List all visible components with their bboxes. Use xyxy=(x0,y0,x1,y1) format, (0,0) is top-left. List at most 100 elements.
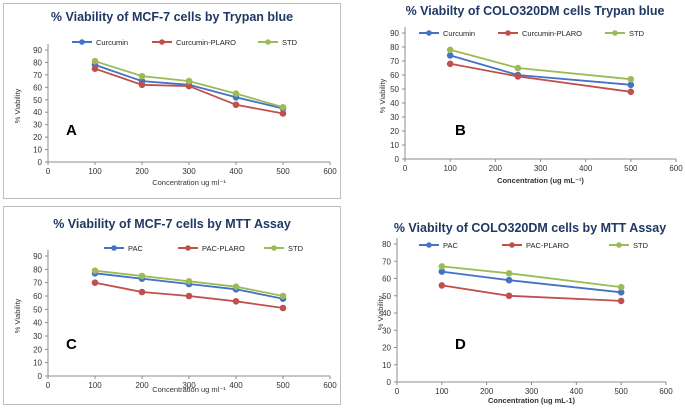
y-tick-label: 40 xyxy=(382,309,391,318)
data-point xyxy=(446,52,454,59)
x-tick-label: 100 xyxy=(88,381,102,390)
data-point xyxy=(627,81,635,89)
x-tick-label: 100 xyxy=(443,164,457,173)
legend-marker xyxy=(505,30,511,36)
y-tick-label: 80 xyxy=(390,43,399,52)
data-point xyxy=(232,283,240,290)
data-point xyxy=(617,297,625,305)
series-line-pac-plaro xyxy=(441,284,622,302)
legend-label: STD xyxy=(629,29,645,38)
x-tick-label: 500 xyxy=(276,381,290,390)
panel-letter: A xyxy=(66,122,77,139)
x-axis-label: Concentration ug ml⁻¹ xyxy=(152,385,226,394)
legend-label: STD xyxy=(633,241,649,250)
data-point xyxy=(438,282,446,289)
y-tick-label: 50 xyxy=(33,96,42,105)
legend-marker xyxy=(265,39,271,45)
data-point xyxy=(91,279,99,286)
data-point xyxy=(138,288,146,296)
x-tick-label: 100 xyxy=(435,387,449,396)
y-tick-label: 10 xyxy=(33,146,42,155)
chart-frame xyxy=(3,3,341,199)
y-tick-label: 70 xyxy=(33,71,42,80)
data-point xyxy=(505,270,513,277)
series-line-std xyxy=(449,48,631,81)
y-tick-label: 60 xyxy=(33,292,42,301)
legend-label: PAC xyxy=(128,244,143,253)
y-axis-label: % Viability xyxy=(376,296,385,331)
x-tick-label: 500 xyxy=(276,167,290,176)
data-point xyxy=(185,278,193,285)
x-tick-label: 500 xyxy=(624,164,638,173)
data-point xyxy=(138,72,146,80)
x-tick-label: 600 xyxy=(659,387,673,396)
y-tick-label: 30 xyxy=(33,332,42,341)
data-point xyxy=(138,81,146,89)
y-tick-label: 10 xyxy=(390,141,399,150)
y-axis-label: % Viability xyxy=(378,79,387,114)
legend-label: STD xyxy=(282,38,298,47)
data-point xyxy=(91,65,99,72)
legend-marker xyxy=(159,39,165,45)
x-axis-label: Concentration (ug mL⁻¹) xyxy=(497,176,584,185)
y-tick-label: 0 xyxy=(387,378,392,387)
x-tick-label: 400 xyxy=(229,167,243,176)
y-tick-label: 70 xyxy=(382,257,391,266)
x-tick-label: 0 xyxy=(395,387,400,396)
legend-label: STD xyxy=(288,244,304,253)
x-axis-label: Concentration (ug mL-1) xyxy=(488,396,576,405)
legend-label: PAC-PLARO xyxy=(526,241,569,250)
y-tick-label: 30 xyxy=(390,113,399,122)
y-tick-label: 50 xyxy=(33,305,42,314)
y-tick-label: 10 xyxy=(33,359,42,368)
y-tick-label: 10 xyxy=(382,361,391,370)
x-tick-label: 0 xyxy=(46,167,51,176)
legend-marker xyxy=(426,242,432,248)
data-point xyxy=(505,292,513,300)
y-tick-label: 40 xyxy=(33,108,42,117)
x-axis-label: Concentration ug ml⁻¹ xyxy=(152,178,226,187)
y-tick-label: 30 xyxy=(33,121,42,130)
y-tick-label: 80 xyxy=(33,58,42,67)
chart-panel-C: % Viability of MCF-7 cells by MTT Assay 0… xyxy=(3,206,341,405)
x-tick-label: 200 xyxy=(135,167,149,176)
y-tick-label: 20 xyxy=(33,133,42,142)
legend-marker xyxy=(509,242,515,248)
data-point xyxy=(138,272,146,280)
x-tick-label: 200 xyxy=(480,387,494,396)
x-tick-label: 300 xyxy=(525,387,539,396)
y-tick-label: 20 xyxy=(33,345,42,354)
chart-title: % Viabilty of COLO320DM cells Trypan blu… xyxy=(406,4,665,18)
x-tick-label: 400 xyxy=(229,381,243,390)
y-tick-label: 50 xyxy=(382,292,391,301)
chart-title: % Viability of MCF-7 cells by Trypan blu… xyxy=(51,10,293,24)
data-point xyxy=(232,298,240,305)
y-tick-label: 0 xyxy=(38,372,43,381)
data-point xyxy=(91,267,99,274)
data-point xyxy=(514,64,522,72)
x-tick-label: 500 xyxy=(614,387,628,396)
y-tick-label: 20 xyxy=(382,344,391,353)
panel-letter: B xyxy=(455,122,466,139)
chart-frame xyxy=(3,206,341,405)
y-tick-label: 80 xyxy=(382,240,391,249)
y-tick-label: 0 xyxy=(38,158,43,167)
legend-marker xyxy=(79,39,85,45)
x-tick-label: 100 xyxy=(88,167,102,176)
y-tick-label: 90 xyxy=(33,46,42,55)
chart-panel-B: % Viabilty of COLO320DM cells Trypan blu… xyxy=(378,4,683,185)
data-point xyxy=(185,77,193,85)
x-tick-label: 600 xyxy=(669,164,683,173)
panel-letter: C xyxy=(66,336,77,353)
series-line-std xyxy=(441,265,622,288)
legend-marker xyxy=(426,30,432,36)
x-tick-label: 400 xyxy=(579,164,593,173)
chart-panel-A: % Viability of MCF-7 cells by Trypan blu… xyxy=(3,3,341,199)
x-tick-label: 200 xyxy=(135,381,149,390)
x-tick-label: 300 xyxy=(534,164,548,173)
y-tick-label: 50 xyxy=(390,85,399,94)
x-tick-label: 300 xyxy=(182,381,196,390)
chart-title: % Viability of MCF-7 cells by MTT Assay xyxy=(53,217,291,231)
legend-marker xyxy=(616,242,622,248)
